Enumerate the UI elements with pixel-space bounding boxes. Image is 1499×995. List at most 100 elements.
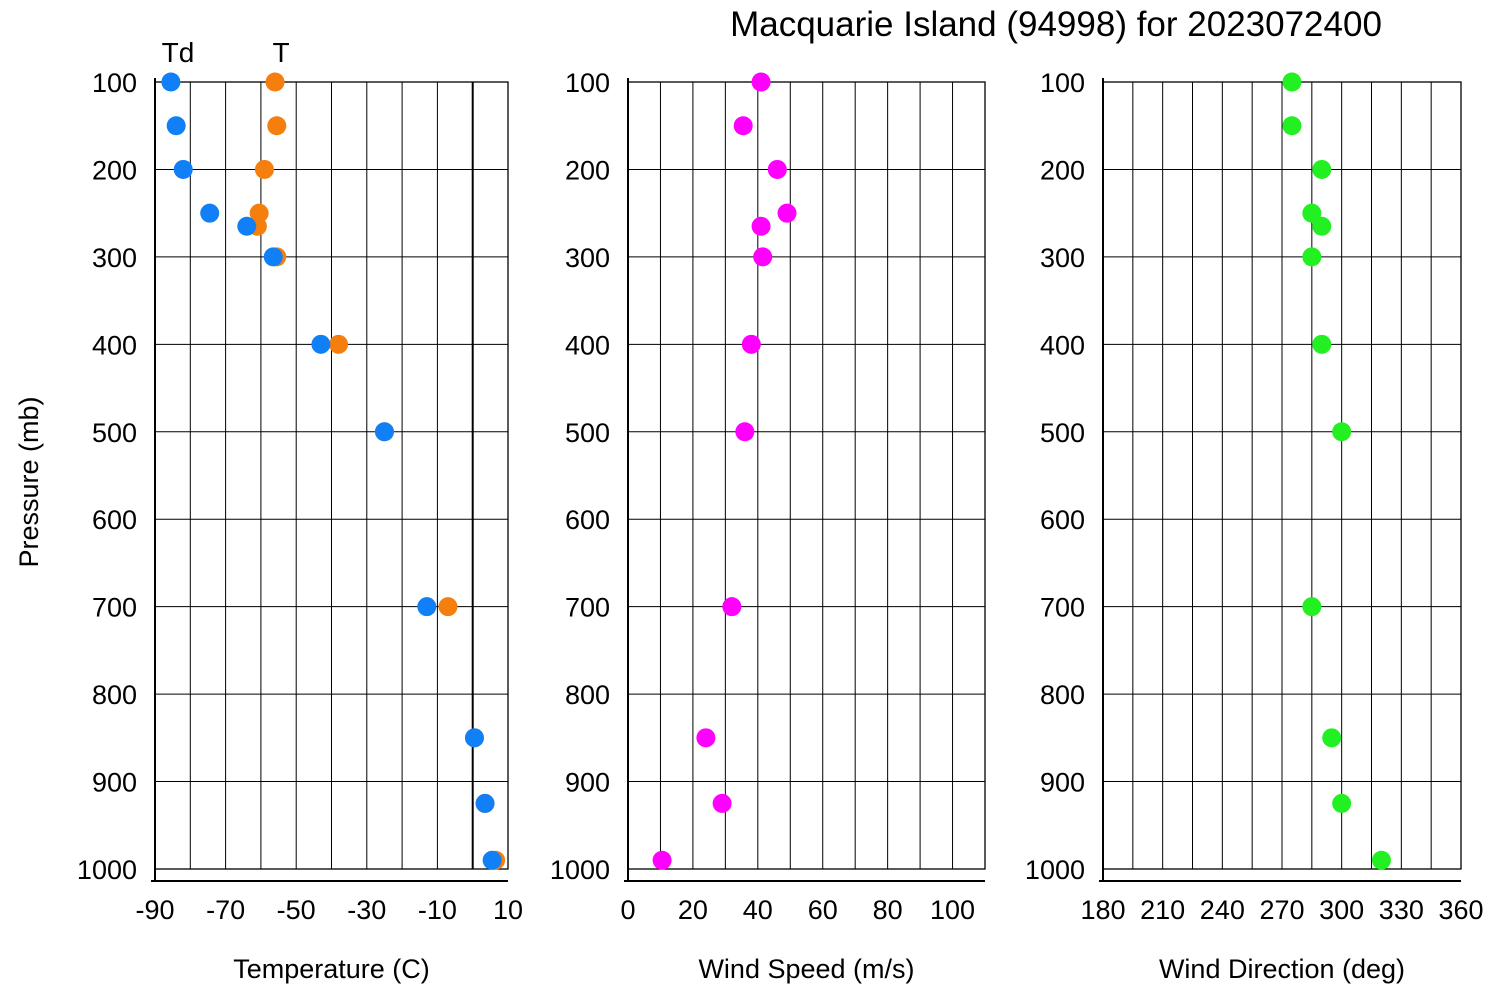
wind-speed-pressure-tick-label: 900 xyxy=(565,768,610,798)
temperature-data-point xyxy=(265,72,285,92)
wind-speed-data-point xyxy=(767,159,787,179)
wind-speed-pressure-tick-label: 600 xyxy=(565,505,610,535)
wind-direction-x-tick-label: 360 xyxy=(1438,895,1483,925)
temperature-data-point xyxy=(311,334,331,354)
temperature-pressure-tick-label: 800 xyxy=(92,680,137,710)
temperature-data-point xyxy=(475,793,495,813)
wind-speed-pressure-tick-label: 700 xyxy=(565,593,610,623)
wind-direction-x-tick-label: 330 xyxy=(1379,895,1424,925)
wind-speed-plot-frame xyxy=(627,81,986,870)
wind-speed-data-point xyxy=(751,72,771,92)
wind-speed-pressure-tick-label: 100 xyxy=(565,68,610,98)
wind-direction-pressure-tick-label: 100 xyxy=(1040,68,1085,98)
wind-speed-x-tick-label: 60 xyxy=(808,895,838,925)
temperature-pressure-tick-label: 900 xyxy=(92,768,137,798)
wind-direction-pressure-tick-label: 900 xyxy=(1040,768,1085,798)
temperature-data-point xyxy=(254,159,274,179)
wind-speed-x-tick-label: 0 xyxy=(620,895,635,925)
wind-speed-pressure-tick-label: 300 xyxy=(565,243,610,273)
wind-direction-data-point xyxy=(1312,216,1332,236)
wind-direction-pressure-tick-label: 400 xyxy=(1040,330,1085,360)
wind-speed-x-axis-label: Wind Speed (m/s) xyxy=(698,954,914,984)
temperature-x-tick-label: -10 xyxy=(418,895,457,925)
wind-direction-pressure-tick-label: 500 xyxy=(1040,418,1085,448)
wind-direction-data-point xyxy=(1312,334,1332,354)
wind-speed-pressure-tick-label: 500 xyxy=(565,418,610,448)
legend-label-t: T xyxy=(272,37,289,68)
temperature-pressure-tick-label: 500 xyxy=(92,418,137,448)
temperature-data-point xyxy=(161,72,181,92)
temperature-data-point xyxy=(263,247,283,267)
wind-direction-data-point xyxy=(1332,422,1352,442)
wind-speed-data-point xyxy=(733,116,753,136)
wind-direction-data-point xyxy=(1302,597,1322,617)
wind-direction-data-point xyxy=(1282,116,1302,136)
temperature-data-point xyxy=(417,597,437,617)
wind-direction-x-tick-label: 300 xyxy=(1319,895,1364,925)
wind-direction-x-tick-label: 270 xyxy=(1259,895,1304,925)
wind-direction-x-tick-label: 180 xyxy=(1080,895,1125,925)
wind-direction-data-point xyxy=(1302,203,1322,223)
wind-speed-data-point xyxy=(777,203,797,223)
wind-direction-pressure-tick-label: 1000 xyxy=(1025,855,1085,885)
temperature-x-tick-label: -70 xyxy=(206,895,245,925)
wind-speed-pressure-tick-label: 400 xyxy=(565,330,610,360)
wind-direction-x-axis-label: Wind Direction (deg) xyxy=(1159,954,1405,984)
wind-direction-data-point xyxy=(1282,72,1302,92)
wind-speed-data-point xyxy=(735,422,755,442)
wind-speed-data-point xyxy=(712,793,732,813)
temperature-pressure-tick-label: 1000 xyxy=(77,855,137,885)
temperature-data-point xyxy=(166,116,186,136)
temperature-data-point xyxy=(267,116,287,136)
temperature-x-tick-label: 10 xyxy=(493,895,523,925)
wind-speed-x-tick-label: 20 xyxy=(678,895,708,925)
wind-speed-data-point xyxy=(696,728,716,748)
temperature-x-tick-label: -50 xyxy=(277,895,316,925)
wind-speed-x-tick-label: 80 xyxy=(873,895,903,925)
wind-speed-pressure-tick-label: 200 xyxy=(565,155,610,185)
wind-direction-data-point xyxy=(1371,850,1391,870)
temperature-x-axis-label: Temperature (C) xyxy=(233,954,430,984)
wind-direction-pressure-tick-label: 700 xyxy=(1040,593,1085,623)
wind-speed-panel: 100 200 300 400 500 600 700 800 900 1000 0 20 40 60 80… xyxy=(550,68,986,984)
wind-direction-data-point xyxy=(1322,728,1342,748)
wind-speed-data-point xyxy=(751,216,771,236)
wind-direction-data-point xyxy=(1332,793,1352,813)
temperature-data-point xyxy=(438,597,458,617)
temperature-data-point xyxy=(374,422,394,442)
wind-speed-data-point xyxy=(753,247,773,267)
wind-direction-x-tick-label: 210 xyxy=(1140,895,1185,925)
wind-speed-pressure-tick-label: 800 xyxy=(565,680,610,710)
wind-direction-pressure-tick-label: 600 xyxy=(1040,505,1085,535)
temperature-pressure-tick-label: 200 xyxy=(92,155,137,185)
wind-speed-data-point xyxy=(722,597,742,617)
legend-label-td: Td xyxy=(162,37,195,68)
temperature-pressure-tick-label: 700 xyxy=(92,593,137,623)
wind-direction-pressure-tick-label: 300 xyxy=(1040,243,1085,273)
temperature-data-point xyxy=(464,728,484,748)
temperature-data-point xyxy=(329,334,349,354)
temperature-x-tick-label: -30 xyxy=(347,895,386,925)
temperature-data-point xyxy=(482,850,502,870)
wind-speed-data-point xyxy=(741,334,761,354)
temperature-data-point xyxy=(173,159,193,179)
temperature-panel: 100 200 300 400 500 600 700 800 900 1000 -90 -70 -50… xyxy=(77,68,523,984)
wind-direction-panel: 100 200 300 400 500 600 700 800 900 1000 180 210 240… xyxy=(1025,68,1484,984)
wind-speed-data-point xyxy=(652,850,672,870)
temperature-x-tick-label: -90 xyxy=(135,895,174,925)
temperature-pressure-tick-label: 100 xyxy=(92,68,137,98)
wind-speed-pressure-tick-label: 1000 xyxy=(550,855,610,885)
y-axis-label: Pressure (mb) xyxy=(14,396,44,567)
wind-direction-pressure-tick-label: 800 xyxy=(1040,680,1085,710)
wind-direction-data-point xyxy=(1302,247,1322,267)
wind-direction-pressure-tick-label: 200 xyxy=(1040,155,1085,185)
temperature-data-point xyxy=(200,203,220,223)
chart-title: Macquarie Island (94998) for 2023072400 xyxy=(730,5,1382,44)
wind-speed-x-tick-label: 100 xyxy=(930,895,975,925)
temperature-data-point xyxy=(237,216,257,236)
wind-speed-x-tick-label: 40 xyxy=(743,895,773,925)
temperature-pressure-tick-label: 600 xyxy=(92,505,137,535)
temperature-pressure-tick-label: 300 xyxy=(92,243,137,273)
wind-direction-x-tick-label: 240 xyxy=(1200,895,1245,925)
